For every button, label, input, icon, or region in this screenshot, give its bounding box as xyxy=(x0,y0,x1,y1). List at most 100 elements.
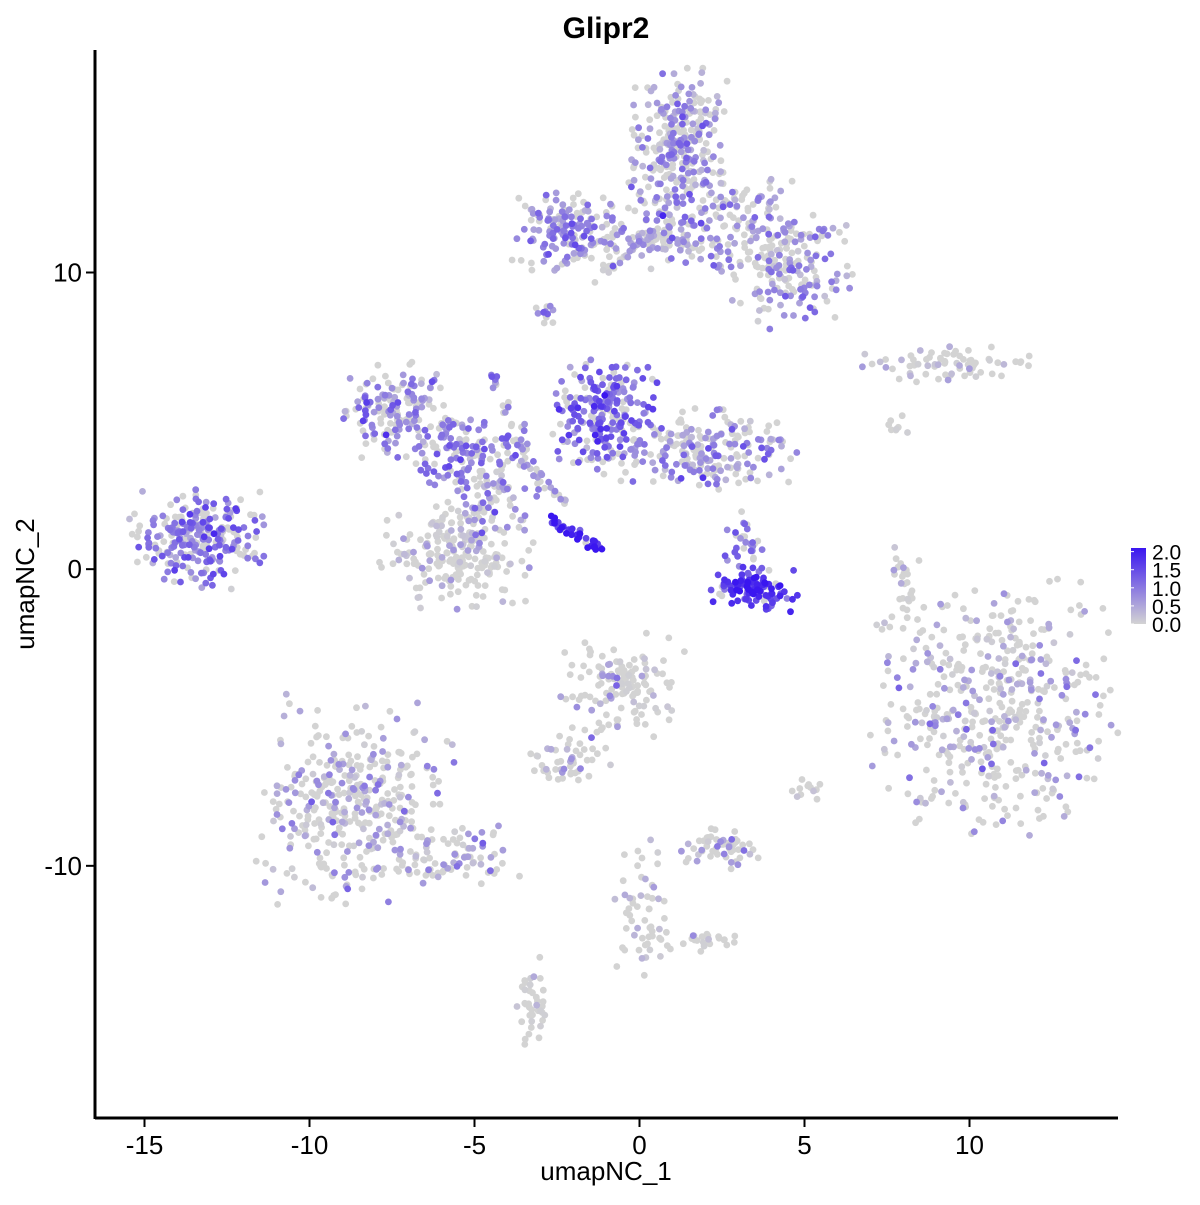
data-point xyxy=(444,471,452,479)
data-point xyxy=(557,495,565,503)
data-point xyxy=(846,284,853,292)
data-point xyxy=(893,674,901,681)
data-point xyxy=(1073,657,1080,664)
data-point xyxy=(987,678,995,686)
data-point xyxy=(555,455,563,463)
data-point xyxy=(517,257,525,264)
data-point xyxy=(687,104,695,112)
data-point xyxy=(706,217,713,224)
data-point xyxy=(660,229,668,237)
data-point xyxy=(672,92,679,99)
data-point xyxy=(632,113,639,121)
data-point xyxy=(588,254,595,262)
data-point xyxy=(509,512,516,520)
data-point xyxy=(678,165,686,173)
data-point xyxy=(977,758,985,766)
data-point xyxy=(408,380,415,388)
data-point xyxy=(296,707,304,715)
data-point xyxy=(758,444,765,452)
data-point xyxy=(405,793,412,801)
data-point xyxy=(754,436,762,443)
data-point xyxy=(731,239,738,247)
data-point xyxy=(454,507,462,515)
data-point xyxy=(216,552,224,560)
data-point xyxy=(583,437,591,445)
data-point xyxy=(490,829,497,837)
data-point xyxy=(1037,726,1044,734)
data-point xyxy=(754,317,762,325)
data-point xyxy=(171,566,179,574)
data-point xyxy=(179,492,187,500)
data-point xyxy=(205,524,212,531)
data-point xyxy=(674,100,681,108)
data-point xyxy=(1063,772,1071,780)
data-point xyxy=(930,777,938,784)
data-point xyxy=(707,234,714,242)
data-point xyxy=(449,836,457,843)
data-point xyxy=(336,766,343,773)
data-point xyxy=(945,759,953,767)
data-point xyxy=(302,775,310,783)
data-point xyxy=(1018,771,1026,779)
data-point xyxy=(186,519,194,526)
data-point xyxy=(982,780,990,788)
data-point xyxy=(710,262,718,269)
data-point xyxy=(542,191,550,199)
data-point xyxy=(776,270,783,278)
data-point xyxy=(391,393,399,401)
data-point xyxy=(529,989,536,997)
data-point xyxy=(558,524,566,531)
data-point xyxy=(688,425,695,433)
data-point xyxy=(699,474,707,482)
data-point xyxy=(591,543,598,550)
data-point xyxy=(260,552,268,560)
data-point xyxy=(465,553,473,561)
data-point xyxy=(985,695,993,703)
y-tick-label: -10 xyxy=(44,851,82,881)
data-point xyxy=(1012,716,1020,723)
data-point xyxy=(638,252,646,259)
data-point xyxy=(464,547,472,554)
data-point xyxy=(216,541,223,549)
data-point xyxy=(605,661,612,668)
data-point xyxy=(642,216,650,224)
data-point xyxy=(472,531,479,539)
data-point xyxy=(1025,352,1033,360)
data-point xyxy=(658,425,665,432)
data-point xyxy=(521,571,529,579)
data-point xyxy=(341,772,349,779)
data-point xyxy=(577,394,585,402)
data-point xyxy=(1040,759,1048,767)
data-point xyxy=(301,832,309,840)
data-point xyxy=(379,734,387,742)
data-point xyxy=(996,699,1004,707)
data-point xyxy=(391,846,399,854)
data-point xyxy=(1004,618,1011,626)
data-point xyxy=(715,99,723,107)
data-point xyxy=(197,549,205,557)
data-point xyxy=(725,256,733,264)
data-point xyxy=(650,733,658,741)
data-point xyxy=(710,126,718,134)
data-point xyxy=(903,713,911,720)
data-point xyxy=(767,175,775,183)
data-point xyxy=(886,623,894,631)
data-point xyxy=(624,680,632,687)
data-point xyxy=(499,859,506,867)
data-point xyxy=(538,471,546,479)
data-point xyxy=(272,805,280,813)
data-point xyxy=(690,157,698,165)
data-point xyxy=(673,199,681,207)
data-point xyxy=(495,822,502,830)
data-point xyxy=(951,591,959,599)
data-point xyxy=(922,799,929,807)
data-point xyxy=(942,371,949,379)
data-point xyxy=(842,222,850,229)
data-point xyxy=(994,359,1002,367)
data-point xyxy=(630,698,638,706)
data-point xyxy=(657,157,664,165)
data-point xyxy=(698,166,705,174)
data-point xyxy=(928,349,935,356)
data-point xyxy=(1004,647,1011,655)
data-point xyxy=(370,743,378,750)
